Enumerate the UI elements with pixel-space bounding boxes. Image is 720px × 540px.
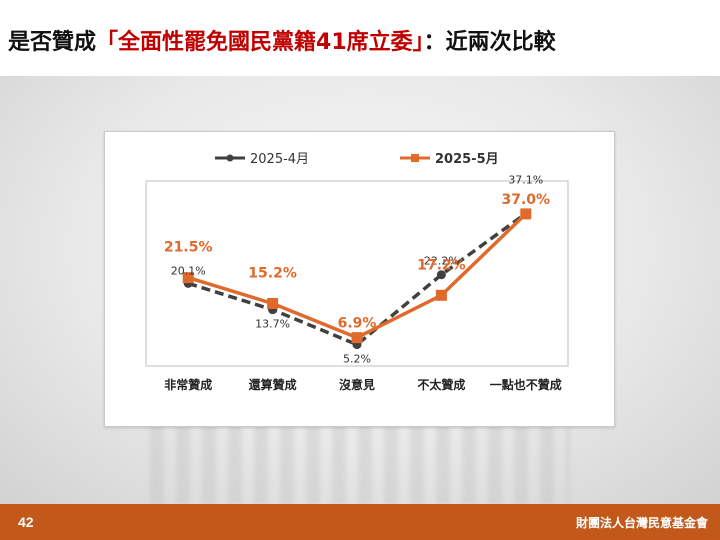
data-label-s0-4: 37.1% xyxy=(508,173,543,186)
line-chart: 2025-4月 2025-5月 20.1%13.7%5.2%22.2%37.1%2… xyxy=(145,152,569,392)
legend-item-0: 2025-4月 xyxy=(215,152,309,167)
data-point-s1-2 xyxy=(351,332,363,344)
data-point-s1-0 xyxy=(182,272,194,284)
data-point-s1-3 xyxy=(435,289,447,301)
data-label-s1-3: 17.2% xyxy=(417,257,466,273)
x-tick-label-3: 不太贊成 xyxy=(417,377,465,392)
legend-label-0: 2025-4月 xyxy=(250,152,309,167)
legend-marker-0 xyxy=(226,154,234,162)
x-axis-ticks: 非常贊成 還算贊成 沒意見 不太贊成 一點也不贊成 xyxy=(164,377,562,392)
data-point-s0-3 xyxy=(436,270,446,280)
data-label-s0-2: 5.2% xyxy=(343,353,371,366)
background-crowd-image xyxy=(150,420,570,504)
page-number: 42 xyxy=(18,514,34,530)
legend-marker-1 xyxy=(411,154,419,162)
data-label-s1-1: 15.2% xyxy=(248,266,297,282)
data-point-s1-1 xyxy=(267,298,279,310)
series-layer: 20.1% 13.7% 5.2% 22.2% 37.1% 21.5% 15.2% 6.9% 17… xyxy=(164,173,550,365)
chart-panel: 2025-4月 2025-5月 20.1% 13.7% 5.2% 22.2% 37.1% 2… xyxy=(104,131,615,427)
x-tick-label-2: 沒意見 xyxy=(339,377,375,392)
legend-item-1: 2025-5月 xyxy=(400,152,499,167)
organization-name: 財團法人台灣民意基金會 xyxy=(575,516,708,530)
slide-title: 是否贊成「全面性罷免國民黨籍41席立委」：近兩次比較 xyxy=(8,24,556,56)
data-label-s0-0: 20.1% xyxy=(171,264,206,277)
slide-footer: 42 財團法人台灣民意基金會 xyxy=(0,504,720,540)
data-point-s1-4 xyxy=(520,208,532,220)
title-highlight: 「全面性罷免國民黨籍41席立委」 xyxy=(96,30,424,55)
slide-header: 是否贊成「全面性罷免國民黨籍41席立委」：近兩次比較 xyxy=(0,0,720,76)
data-label-s1-2: 6.9% xyxy=(338,316,377,332)
x-tick-label-4: 一點也不贊成 xyxy=(490,377,562,392)
series-line-0 xyxy=(187,212,527,347)
data-label-s0-3: 22.2% xyxy=(424,255,459,268)
data-label-s1-0: 21.5% xyxy=(164,240,213,256)
legend-label-1: 2025-5月 xyxy=(435,152,499,167)
x-tick-label-0: 非常贊成 xyxy=(164,377,212,392)
chart-legend: 2025-4月 2025-5月 xyxy=(215,152,499,167)
x-tick-label-1: 還算贊成 xyxy=(249,377,297,392)
data-label-s0-1: 13.7% xyxy=(255,318,290,331)
data-label-s1-4: 37.0% xyxy=(502,192,551,208)
title-suffix: ：近兩次比較 xyxy=(423,30,556,55)
title-prefix: 是否贊成 xyxy=(8,30,97,55)
